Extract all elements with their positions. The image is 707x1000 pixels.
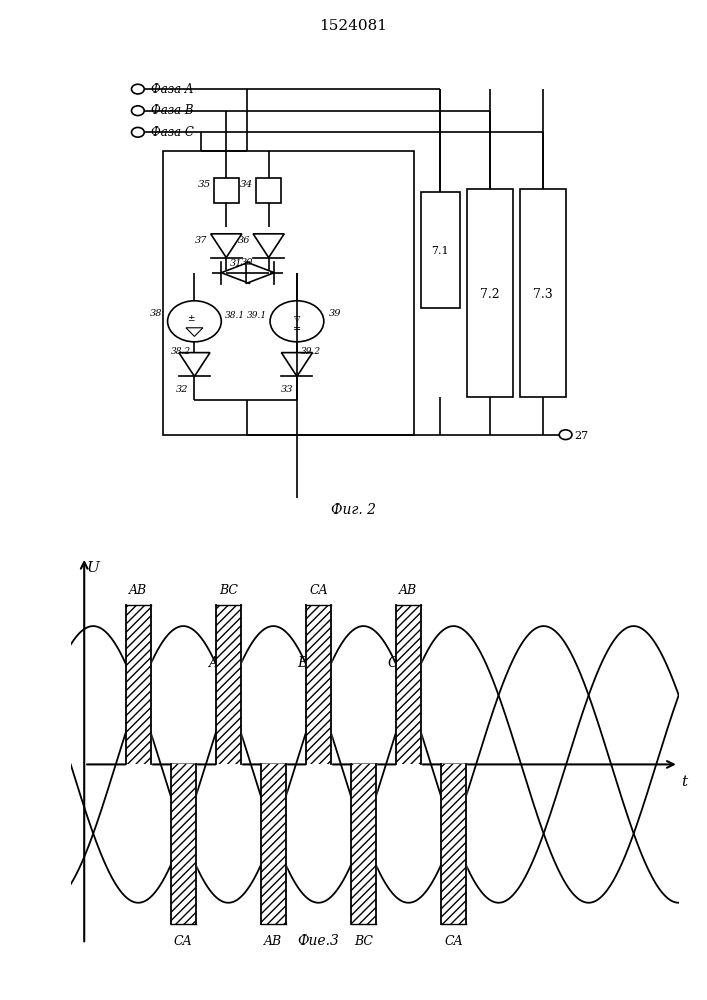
- Text: 27: 27: [574, 431, 588, 441]
- Text: 7.1: 7.1: [431, 246, 448, 256]
- Text: 36: 36: [238, 236, 250, 245]
- Polygon shape: [253, 234, 284, 258]
- Text: t: t: [681, 775, 687, 789]
- Bar: [467, 189, 513, 397]
- Text: 33: 33: [281, 385, 293, 394]
- Text: Фаза B: Фаза B: [151, 104, 193, 117]
- Polygon shape: [246, 262, 274, 284]
- Text: 39.2: 39.2: [300, 347, 320, 356]
- Text: AB: AB: [399, 584, 418, 597]
- Text: AB: AB: [264, 935, 282, 948]
- Text: 38: 38: [150, 309, 163, 318]
- Polygon shape: [186, 328, 203, 336]
- Text: 37: 37: [195, 236, 208, 245]
- Text: 32: 32: [176, 385, 189, 394]
- Text: 35: 35: [197, 180, 211, 189]
- Text: A: A: [208, 656, 218, 670]
- Bar: [256, 178, 281, 202]
- Text: ±: ±: [187, 314, 194, 323]
- Polygon shape: [179, 353, 210, 376]
- Text: 1524081: 1524081: [320, 19, 387, 33]
- Polygon shape: [211, 234, 242, 258]
- Text: CA: CA: [444, 935, 463, 948]
- Text: BC: BC: [354, 935, 373, 948]
- Text: 39.1: 39.1: [247, 311, 267, 320]
- Circle shape: [132, 127, 144, 137]
- Circle shape: [270, 301, 324, 342]
- Text: ▽: ▽: [293, 314, 300, 323]
- Text: Фиг. 2: Фиг. 2: [331, 503, 376, 517]
- Text: =: =: [293, 324, 301, 334]
- Text: 30: 30: [241, 258, 254, 267]
- Text: BC: BC: [219, 584, 238, 597]
- Bar: [520, 189, 566, 397]
- Text: C: C: [387, 656, 398, 670]
- Text: 34: 34: [240, 180, 253, 189]
- Text: U: U: [86, 561, 100, 575]
- Text: Фие.3: Фие.3: [298, 934, 339, 948]
- Text: 39: 39: [329, 309, 341, 318]
- Text: 38.2: 38.2: [171, 347, 191, 356]
- Text: 7.3: 7.3: [533, 288, 553, 301]
- Bar: [163, 151, 414, 435]
- Circle shape: [168, 301, 221, 342]
- Bar: [214, 178, 239, 202]
- Circle shape: [559, 430, 572, 440]
- Bar: [421, 192, 460, 308]
- Text: 38.1: 38.1: [225, 311, 245, 320]
- Text: Фаза C: Фаза C: [151, 126, 194, 139]
- Circle shape: [132, 84, 144, 94]
- Text: AB: AB: [129, 584, 147, 597]
- Text: 7.2: 7.2: [480, 288, 500, 301]
- Text: CA: CA: [174, 935, 192, 948]
- Text: 31: 31: [230, 259, 243, 268]
- Text: Фаза A: Фаза A: [151, 83, 193, 96]
- Circle shape: [132, 106, 144, 116]
- Polygon shape: [221, 262, 250, 284]
- Polygon shape: [281, 353, 312, 376]
- Text: B: B: [298, 656, 308, 670]
- Text: CA: CA: [309, 584, 328, 597]
